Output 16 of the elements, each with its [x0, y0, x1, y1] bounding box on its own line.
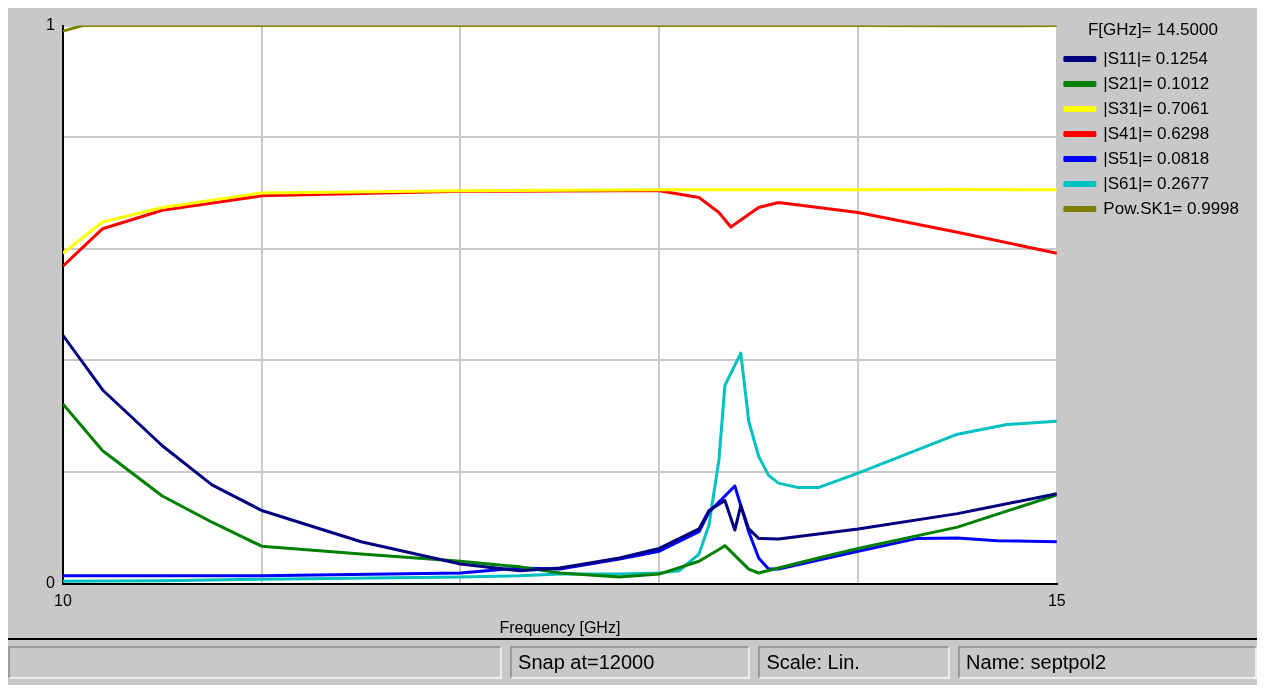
legend-title: F[GHz]= 14.5000 — [1087, 20, 1218, 40]
legend-label: |S41|= 0.6298 — [1103, 123, 1210, 143]
legend-label: |S21|= 0.1012 — [1103, 73, 1210, 93]
legend-label: |S61|= 0.2677 — [1103, 173, 1210, 193]
x-axis-title: Frequency [GHz] — [499, 618, 621, 636]
x-tick-label: 15 — [1047, 591, 1066, 609]
text: Snap at=12000 — [510, 646, 751, 679]
y-tick-label: 1 — [45, 16, 55, 34]
y-tick-label: 0 — [45, 574, 55, 592]
legend-label: Pow.SK1= 0.9998 — [1103, 198, 1240, 218]
legend-label: |S31|= 0.7061 — [1103, 98, 1210, 118]
text: Name: septpol2 — [958, 646, 1257, 679]
x-tick-label: 10 — [54, 591, 72, 609]
legend-label: |S51|= 0.0818 — [1103, 148, 1210, 168]
text: Scale: Lin. — [758, 646, 951, 679]
legend-label: |S11|= 0.1254 — [1103, 48, 1208, 68]
